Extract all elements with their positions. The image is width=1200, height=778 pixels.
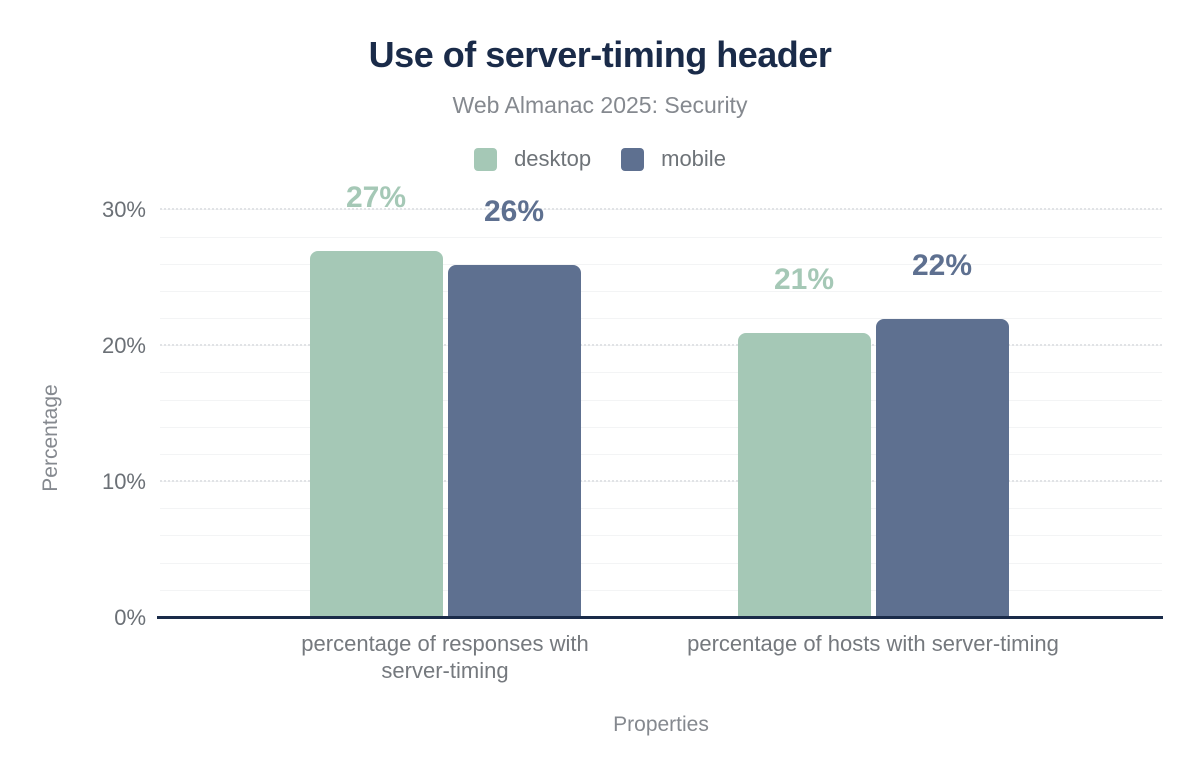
gridline-minor bbox=[160, 263, 1162, 265]
legend-label-mobile: mobile bbox=[661, 146, 726, 171]
bar-value-label-desktop-1: 21% bbox=[773, 262, 835, 296]
legend-item-mobile: mobile bbox=[621, 146, 726, 172]
y-tick-label: 30% bbox=[101, 197, 146, 223]
gridline-minor bbox=[160, 290, 1162, 292]
gridline-minor bbox=[160, 589, 1162, 591]
bar-value-label-mobile-1: 22% bbox=[911, 249, 973, 283]
legend-swatch-mobile bbox=[621, 147, 645, 171]
category-label-hosts: percentage of hosts with server-timing bbox=[687, 631, 1059, 656]
gridline-minor bbox=[160, 453, 1162, 455]
gridline-minor bbox=[160, 535, 1162, 537]
legend: desktop mobile bbox=[0, 146, 1200, 172]
bar-mobile-1 bbox=[875, 319, 1009, 618]
bar-desktop-1 bbox=[737, 332, 871, 618]
x-axis-title: Properties bbox=[613, 713, 709, 736]
bar-value-label-desktop-0: 27% bbox=[345, 181, 407, 215]
gridline-minor bbox=[160, 508, 1162, 510]
chart-title: Use of server-timing header bbox=[368, 34, 832, 75]
chart-subtitle: Web Almanac 2025: Security bbox=[452, 92, 748, 118]
y-tick-label: 0% bbox=[114, 605, 146, 630]
gridline-minor bbox=[160, 399, 1162, 401]
category-label-responses: percentage of responses with server-timi… bbox=[301, 631, 589, 683]
gridline-minor bbox=[160, 318, 1162, 320]
bar-desktop-0 bbox=[309, 251, 443, 618]
gridline-major bbox=[160, 208, 1162, 211]
gridline-minor bbox=[160, 236, 1162, 238]
legend-swatch-desktop bbox=[474, 147, 498, 171]
bar-mobile-0 bbox=[447, 264, 581, 618]
legend-item-desktop: desktop bbox=[474, 146, 591, 172]
x-axis-line bbox=[157, 616, 1163, 619]
gridline-major bbox=[160, 480, 1162, 483]
gridline-minor bbox=[160, 372, 1162, 374]
plot-area: 0% 10% 20% 30% 27% 26% 21% 22% bbox=[102, 181, 1163, 630]
y-tick-label: 10% bbox=[101, 469, 146, 495]
gridline-minor bbox=[160, 562, 1162, 564]
gridline-minor bbox=[160, 426, 1162, 428]
gridline-major bbox=[160, 344, 1162, 347]
y-tick-label: 20% bbox=[101, 333, 146, 359]
bar-value-label-mobile-0: 26% bbox=[483, 194, 545, 228]
legend-label-desktop: desktop bbox=[514, 146, 592, 171]
